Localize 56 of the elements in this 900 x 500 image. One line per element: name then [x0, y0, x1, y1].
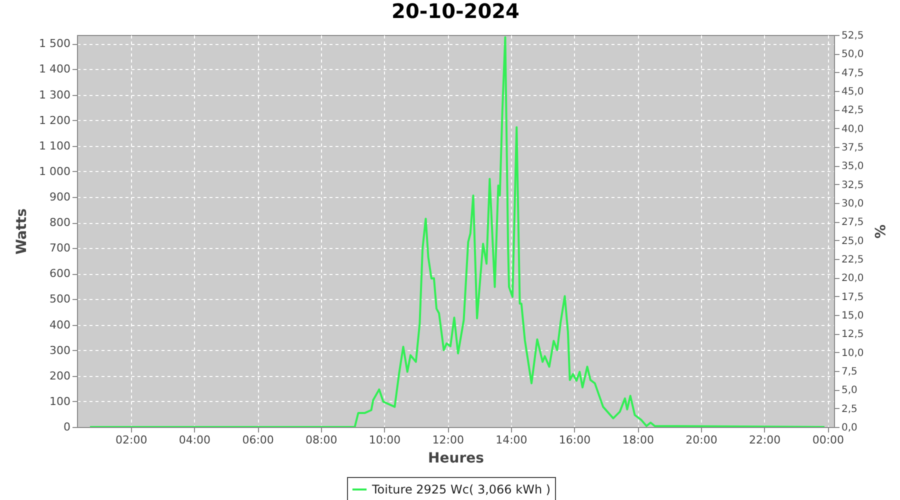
y-tick-label: 400 [50, 318, 70, 332]
x-tick-label: 10:00 [368, 434, 401, 446]
y-tick-label: 800 [50, 216, 70, 230]
x-tick-label: 08:00 [306, 434, 338, 446]
x-tick-label: 12:00 [432, 434, 464, 446]
y2-tick-label: 25,0 [842, 236, 864, 247]
y2-tick-label: 7,5 [842, 366, 858, 378]
y2-tick-label: 37,5 [842, 142, 864, 154]
y-tick-label: 1 100 [39, 139, 70, 152]
y2-tick-label: 32,5 [842, 180, 864, 191]
y-tick-label: 900 [50, 190, 70, 204]
y2-axis-title: % [870, 224, 887, 239]
x-tick-label: 00:00 [812, 434, 844, 446]
y-tick-label: 700 [50, 242, 70, 255]
y2-tick-label: 15,0 [842, 310, 864, 322]
y-tick-label: 1 400 [39, 62, 70, 76]
y2-tick-label: 0,0 [842, 422, 858, 434]
x-tick-label: 04:00 [178, 434, 211, 446]
y-tick-label: 500 [50, 292, 70, 306]
y2-tick-label: 12,5 [842, 329, 864, 340]
y2-tick-label: 10,0 [842, 348, 864, 359]
x-axis-title: Heures [428, 450, 484, 466]
y2-tick-label: 2,5 [842, 404, 858, 415]
x-tick-label: 02:00 [115, 434, 148, 446]
x-tick-label: 22:00 [748, 434, 781, 446]
y2-tick-label: 45,0 [842, 86, 864, 98]
chart-title: 20-10-2024 [392, 0, 520, 23]
y2-tick-label: 47,5 [842, 68, 864, 79]
y2-tick-label: 17,5 [842, 292, 864, 303]
y-tick-label: 200 [50, 369, 70, 382]
y2-tick-label: 27,5 [842, 217, 864, 228]
y-tick-label: 300 [50, 344, 70, 357]
y-tick-label: 1 300 [39, 88, 70, 102]
x-tick-label: 14:00 [496, 434, 528, 446]
y-tick-label: 1 000 [39, 164, 70, 178]
y-axis-title: Watts [14, 208, 30, 255]
y-tick-label: 0 [64, 420, 70, 434]
legend-label: Toiture 2925 Wc( 3,066 kWh ) [371, 482, 551, 496]
y-tick-label: 1 200 [39, 114, 70, 127]
y2-tick-label: 22,5 [842, 254, 864, 266]
y-tick-label: 1 500 [39, 37, 70, 50]
y-tick-label: 100 [50, 394, 70, 408]
y2-tick-label: 5,0 [842, 385, 858, 396]
y2-tick-label: 50,0 [842, 49, 864, 60]
x-tick-label: 20:00 [686, 434, 718, 446]
y2-tick-label: 40,0 [842, 124, 864, 135]
x-tick-label: 18:00 [622, 434, 654, 446]
x-tick-label: 16:00 [558, 434, 591, 446]
y2-tick-label: 20,0 [842, 273, 864, 284]
y2-tick-label: 52,5 [842, 30, 864, 42]
y2-tick-label: 42,5 [842, 105, 864, 116]
y2-tick-label: 30,0 [842, 198, 864, 210]
y2-tick-label: 35,0 [842, 161, 864, 172]
x-tick-label: 06:00 [242, 434, 274, 446]
line-series [88, 36, 826, 427]
y-tick-label: 600 [50, 267, 70, 280]
